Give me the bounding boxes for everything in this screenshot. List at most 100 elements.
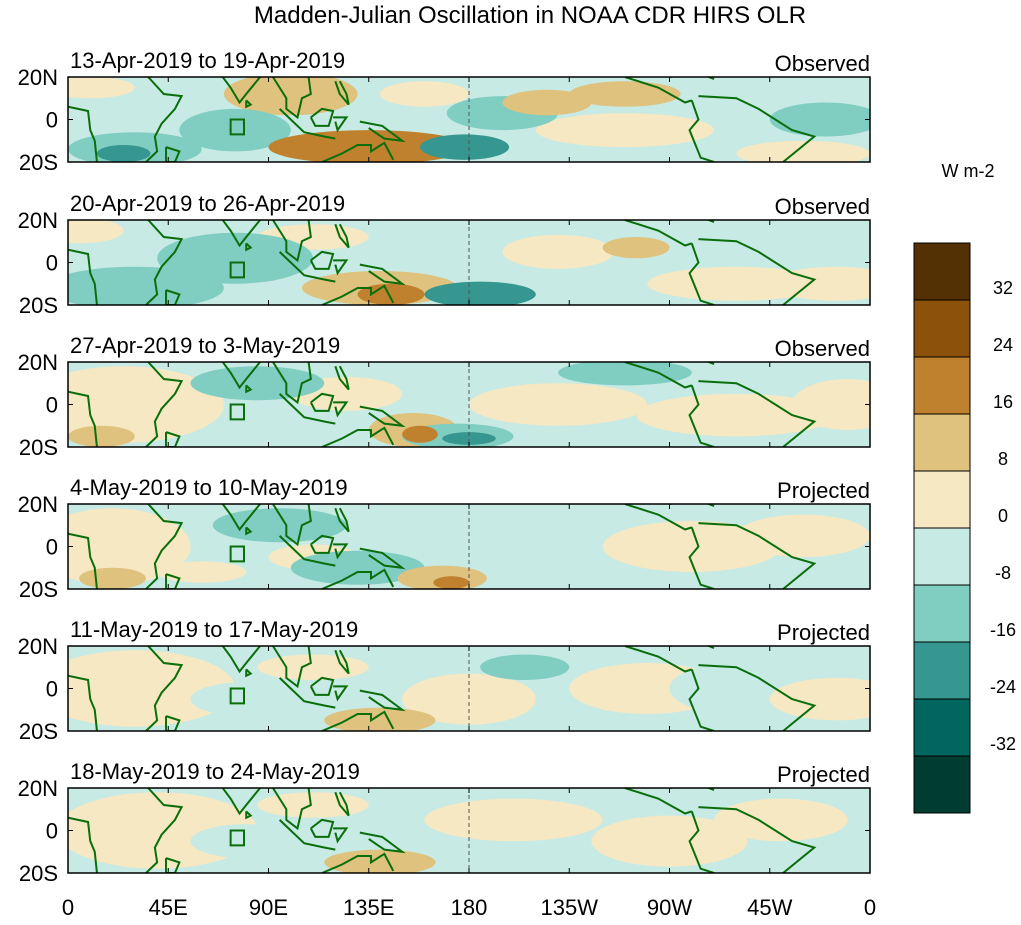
anomaly-contour bbox=[602, 237, 670, 259]
colorbar-label: -32 bbox=[990, 734, 1016, 754]
chart-title: Madden-Julian Oscillation in NOAA CDR HI… bbox=[254, 2, 806, 29]
colorbar: W m-2 32 24 16 8 0 -8 -16 -24 -32 bbox=[913, 161, 1016, 814]
coastline bbox=[333, 543, 349, 560]
anomaly-contour bbox=[736, 514, 870, 558]
coastline bbox=[272, 788, 312, 831]
panel-status: Observed bbox=[775, 336, 870, 361]
olr-anomaly-field bbox=[68, 788, 870, 873]
coastline bbox=[165, 857, 181, 873]
coastline bbox=[698, 664, 817, 731]
anomaly-contour bbox=[68, 366, 224, 443]
anomaly-contour bbox=[313, 138, 403, 160]
coastline bbox=[688, 243, 715, 305]
y-tick-label: 20N bbox=[18, 65, 58, 90]
coastline bbox=[321, 284, 395, 305]
x-tick-label: 135W bbox=[541, 895, 599, 920]
anomaly-contour bbox=[424, 798, 603, 842]
y-tick-label: 0 bbox=[46, 819, 58, 844]
coastline bbox=[245, 668, 253, 678]
anomaly-contour bbox=[535, 113, 715, 148]
anomaly-contour bbox=[442, 432, 496, 445]
y-tick-label: 0 bbox=[46, 108, 58, 133]
x-tick-label: 45E bbox=[149, 895, 188, 920]
coastline bbox=[624, 220, 693, 247]
coastline bbox=[278, 108, 336, 140]
anomaly-contour bbox=[558, 362, 692, 386]
coastline bbox=[333, 685, 349, 702]
anomaly-contour bbox=[468, 383, 648, 426]
y-tick-label: 0 bbox=[46, 393, 58, 418]
colorbar-swatch bbox=[913, 584, 971, 643]
anomaly-contour bbox=[357, 283, 425, 305]
coastline bbox=[359, 689, 406, 712]
coastline bbox=[278, 819, 336, 851]
colorbar-label: -16 bbox=[990, 620, 1016, 640]
coastline bbox=[165, 289, 181, 305]
coastline bbox=[278, 393, 336, 425]
olr-anomaly-field bbox=[68, 220, 870, 305]
colorbar-label: -24 bbox=[990, 677, 1016, 697]
coastline bbox=[334, 649, 350, 675]
coastline bbox=[624, 504, 693, 531]
region-box bbox=[229, 403, 245, 421]
y-tick-label: 20N bbox=[18, 350, 58, 375]
coastline bbox=[309, 534, 335, 554]
anomaly-contour bbox=[157, 561, 247, 583]
coastline bbox=[321, 141, 395, 162]
coastline bbox=[624, 788, 693, 815]
colorbar-swatch bbox=[913, 755, 971, 814]
coastline bbox=[221, 646, 262, 674]
anomaly-contour bbox=[502, 234, 614, 269]
coastline bbox=[359, 263, 406, 286]
coastline bbox=[333, 827, 349, 844]
y-tick-label: 20S bbox=[19, 293, 58, 318]
coastline bbox=[688, 100, 715, 162]
y-tick-label: 0 bbox=[46, 677, 58, 702]
anomaly-contour bbox=[68, 220, 124, 244]
panel-period: 13-Apr-2019 to 19-Apr-2019 bbox=[70, 48, 345, 73]
panel-period: 27-Apr-2019 to 3-May-2019 bbox=[70, 333, 340, 358]
coastline bbox=[278, 535, 336, 567]
coastline bbox=[145, 362, 184, 447]
coastline bbox=[309, 392, 335, 412]
region-box bbox=[229, 545, 245, 563]
anomaly-contour bbox=[569, 81, 681, 107]
coastline bbox=[245, 384, 253, 394]
colorbar-swatch bbox=[913, 641, 971, 700]
y-tick-label: 20N bbox=[18, 208, 58, 233]
colorbar-label: 32 bbox=[993, 278, 1013, 298]
panel-period: 4-May-2019 to 10-May-2019 bbox=[70, 475, 348, 500]
olr-anomaly-field bbox=[68, 504, 870, 589]
anomaly-contour bbox=[402, 673, 536, 725]
anomaly-contour bbox=[469, 290, 514, 303]
anomaly-contour bbox=[68, 508, 191, 585]
coastline bbox=[334, 791, 350, 817]
coastline bbox=[333, 401, 349, 418]
coastline bbox=[698, 95, 817, 162]
anomaly-contour bbox=[402, 425, 438, 443]
x-tick-label: 0 bbox=[864, 895, 876, 920]
coastline bbox=[333, 259, 349, 276]
coastline bbox=[334, 507, 350, 533]
anomaly-contour bbox=[257, 792, 369, 818]
anomaly-contour bbox=[68, 650, 236, 727]
coastline bbox=[309, 676, 335, 696]
coastline bbox=[272, 646, 312, 689]
coastline bbox=[165, 573, 181, 589]
anomaly-contour bbox=[379, 81, 470, 107]
anomaly-contour bbox=[190, 824, 302, 859]
coastline bbox=[309, 107, 335, 127]
coastline bbox=[698, 806, 817, 873]
colorbar-swatch bbox=[913, 356, 971, 415]
y-tick-label: 20S bbox=[19, 577, 58, 602]
region-box bbox=[229, 118, 245, 136]
anomaly-contour bbox=[792, 379, 870, 430]
x-tick-label: 45W bbox=[747, 895, 792, 920]
coastline bbox=[221, 504, 262, 532]
coastline bbox=[359, 831, 406, 854]
anomaly-contour bbox=[68, 425, 135, 447]
coastline bbox=[698, 380, 817, 447]
y-tick-label: 20N bbox=[18, 776, 58, 801]
coastline bbox=[245, 242, 253, 252]
